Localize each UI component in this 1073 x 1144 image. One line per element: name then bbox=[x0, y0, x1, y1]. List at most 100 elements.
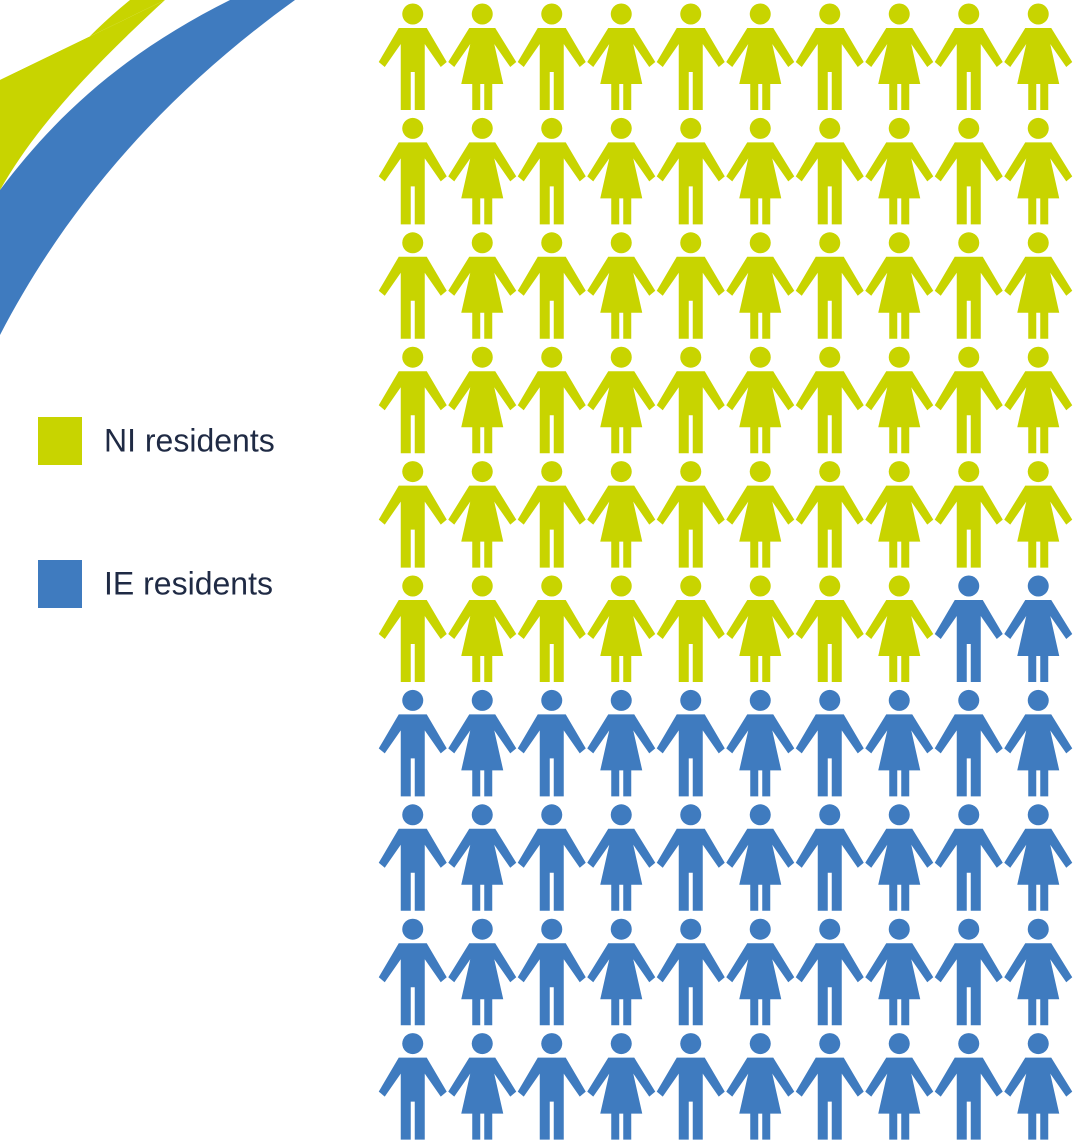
person-head bbox=[888, 346, 910, 368]
person-body bbox=[587, 600, 656, 682]
person-body bbox=[448, 600, 517, 682]
person-icon bbox=[656, 689, 725, 797]
person-body bbox=[1004, 1057, 1073, 1140]
person-head bbox=[958, 575, 980, 597]
person-head bbox=[471, 575, 493, 597]
person-icon bbox=[726, 3, 795, 110]
person-body bbox=[517, 714, 586, 797]
person-icon bbox=[448, 918, 517, 1026]
person-body bbox=[587, 943, 656, 1026]
person-head bbox=[888, 1033, 910, 1055]
person-body bbox=[517, 28, 586, 110]
person-body bbox=[1004, 256, 1073, 339]
person-body bbox=[865, 1057, 934, 1140]
person-head bbox=[819, 918, 841, 940]
person-icon bbox=[656, 117, 725, 225]
person-body bbox=[448, 943, 517, 1026]
person-body bbox=[934, 142, 1003, 225]
person-icon bbox=[448, 461, 517, 568]
person-head bbox=[610, 346, 632, 368]
person-head bbox=[610, 117, 632, 139]
person-body bbox=[656, 256, 725, 339]
person-icon bbox=[865, 689, 934, 797]
person-icon bbox=[795, 117, 864, 225]
person-head bbox=[680, 575, 702, 597]
person-icon bbox=[726, 804, 795, 911]
person-body bbox=[448, 1057, 517, 1140]
person-body bbox=[517, 485, 586, 568]
person-head bbox=[402, 575, 424, 597]
person-icon bbox=[865, 461, 934, 568]
decor-swoosh-yellow-band bbox=[0, 0, 165, 190]
person-head bbox=[888, 461, 910, 483]
person-icon bbox=[865, 232, 934, 339]
person-head bbox=[680, 804, 702, 826]
legend-label: IE residents bbox=[104, 565, 273, 601]
person-icon bbox=[656, 1033, 725, 1140]
person-body bbox=[934, 943, 1003, 1026]
person-icon bbox=[1004, 804, 1073, 911]
person-body bbox=[865, 943, 934, 1026]
person-body bbox=[865, 600, 934, 682]
person-body bbox=[934, 828, 1003, 911]
person-body bbox=[656, 943, 725, 1026]
person-head bbox=[749, 232, 771, 254]
person-head bbox=[541, 918, 563, 940]
person-body bbox=[726, 828, 795, 911]
person-icon bbox=[1004, 346, 1073, 454]
person-body bbox=[378, 142, 447, 225]
person-icon bbox=[448, 232, 517, 339]
person-body bbox=[1004, 943, 1073, 1026]
person-body bbox=[795, 828, 864, 911]
person-body bbox=[656, 485, 725, 568]
person-body bbox=[795, 142, 864, 225]
person-head bbox=[1027, 918, 1049, 940]
person-body bbox=[587, 142, 656, 225]
person-icon bbox=[1004, 1033, 1073, 1140]
person-icon bbox=[865, 117, 934, 225]
person-head bbox=[958, 1033, 980, 1055]
person-head bbox=[888, 232, 910, 254]
person-icon bbox=[934, 804, 1003, 911]
person-head bbox=[680, 3, 702, 25]
person-icon bbox=[795, 804, 864, 911]
person-icon bbox=[865, 918, 934, 1026]
person-head bbox=[402, 3, 424, 25]
person-icon bbox=[726, 575, 795, 682]
person-head bbox=[888, 3, 910, 25]
person-body bbox=[795, 1057, 864, 1140]
legend: NI residents IE residents bbox=[38, 417, 275, 608]
person-icon bbox=[656, 918, 725, 1026]
person-head bbox=[888, 689, 910, 711]
person-icon bbox=[656, 575, 725, 682]
person-head bbox=[471, 804, 493, 826]
person-icon bbox=[726, 232, 795, 339]
person-head bbox=[819, 3, 841, 25]
person-head bbox=[610, 804, 632, 826]
person-body bbox=[656, 28, 725, 110]
person-head bbox=[680, 346, 702, 368]
person-body bbox=[656, 714, 725, 797]
person-body bbox=[587, 1057, 656, 1140]
person-head bbox=[819, 232, 841, 254]
person-head bbox=[958, 461, 980, 483]
person-body bbox=[865, 485, 934, 568]
person-icon bbox=[378, 918, 447, 1026]
person-icon bbox=[587, 1033, 656, 1140]
person-head bbox=[471, 117, 493, 139]
person-head bbox=[819, 689, 841, 711]
person-icon bbox=[587, 575, 656, 682]
person-body bbox=[587, 371, 656, 454]
person-head bbox=[958, 3, 980, 25]
person-head bbox=[471, 461, 493, 483]
person-icon bbox=[795, 689, 864, 797]
person-icon bbox=[448, 1033, 517, 1140]
person-body bbox=[1004, 371, 1073, 454]
person-body bbox=[865, 28, 934, 110]
person-icon bbox=[656, 346, 725, 454]
person-head bbox=[1027, 232, 1049, 254]
person-head bbox=[888, 918, 910, 940]
person-body bbox=[795, 714, 864, 797]
person-head bbox=[541, 117, 563, 139]
person-body bbox=[656, 371, 725, 454]
